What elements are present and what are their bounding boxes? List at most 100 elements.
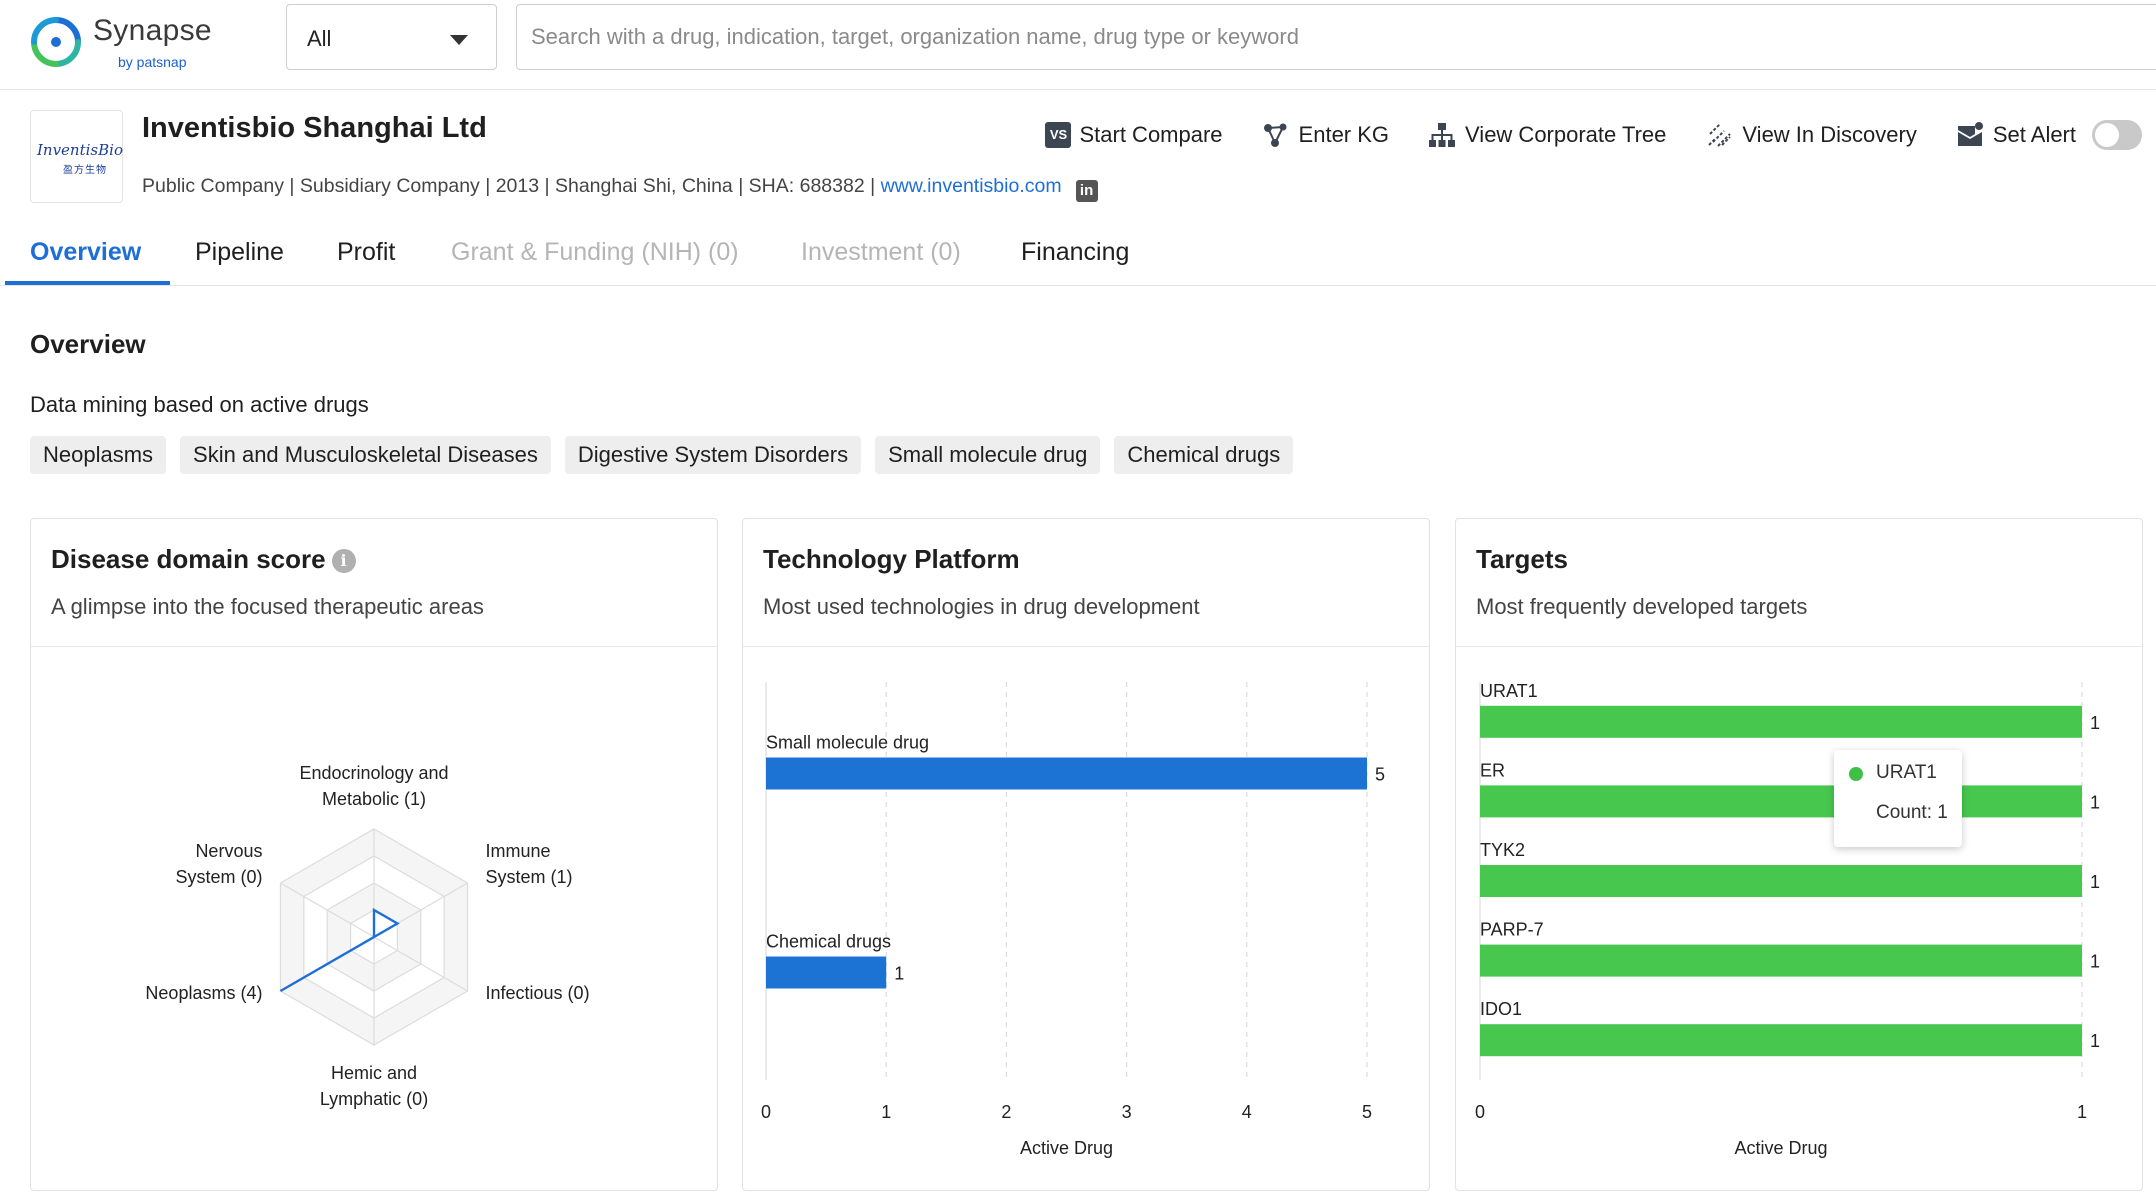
tab-financing[interactable]: Financing bbox=[1021, 238, 1129, 267]
x-tick-label: 2 bbox=[1001, 1102, 1011, 1122]
bar-value-label: 1 bbox=[2090, 713, 2100, 733]
header-actions: VS Start Compare Enter KG View Corporate… bbox=[1045, 118, 2142, 152]
bar-value-label: 1 bbox=[2090, 952, 2100, 972]
tab-profit[interactable]: Profit bbox=[337, 238, 395, 267]
technology-platform-card: Technology Platform Most used technologi… bbox=[742, 518, 1430, 1191]
card-header: Disease domain scorei A glimpse into the… bbox=[31, 519, 717, 647]
radar-axis-label: ImmuneSystem (1) bbox=[486, 841, 573, 887]
enter-kg-button[interactable]: Enter KG bbox=[1261, 120, 1389, 150]
search-scope-value: All bbox=[307, 26, 331, 52]
radar-axis-label-line: Endocrinology and bbox=[299, 763, 448, 783]
enter-kg-label: Enter KG bbox=[1299, 122, 1389, 148]
tab-grant-funding[interactable]: Grant & Funding (NIH) (0) bbox=[451, 238, 739, 267]
company-logo-text: InventisBio bbox=[37, 141, 123, 159]
disease-domain-card: Disease domain scorei A glimpse into the… bbox=[30, 518, 718, 1191]
radar-axis-label: Nervous System (0) bbox=[175, 841, 262, 887]
synapse-logo[interactable]: Synapse by patsnap bbox=[28, 12, 228, 78]
tooltip-count: Count: 1 bbox=[1876, 802, 1948, 824]
start-compare-button[interactable]: VS Start Compare bbox=[1045, 122, 1222, 148]
bar bbox=[766, 957, 886, 989]
logo-sub: by patsnap bbox=[118, 54, 187, 70]
synapse-logo-icon bbox=[28, 14, 84, 70]
radar-axis-label-line: System (0) bbox=[175, 867, 262, 887]
x-tick-label: 3 bbox=[1122, 1102, 1132, 1122]
card-title-text: Disease domain score bbox=[51, 544, 326, 574]
bar-category-label: TYK2 bbox=[1480, 840, 1525, 860]
tag-chip[interactable]: Small molecule drug bbox=[875, 436, 1100, 474]
radar-axis-label: Infectious (0) bbox=[486, 983, 590, 1003]
info-icon[interactable]: i bbox=[332, 549, 356, 573]
bar-category-label: IDO1 bbox=[1480, 999, 1522, 1019]
radar-axis-label-line: Neoplasms (4) bbox=[145, 983, 262, 1003]
view-corporate-tree-label: View Corporate Tree bbox=[1465, 122, 1666, 148]
bar bbox=[766, 758, 1367, 790]
radar-axis-label: Hemic andLymphatic (0) bbox=[320, 1063, 428, 1109]
bar-category-label: Chemical drugs bbox=[766, 932, 891, 952]
bar bbox=[1480, 785, 2082, 817]
x-tick-label: 1 bbox=[881, 1102, 891, 1122]
bar bbox=[1480, 945, 2082, 977]
view-in-discovery-button[interactable]: View In Discovery bbox=[1704, 120, 1916, 150]
bar-category-label: URAT1 bbox=[1480, 681, 1538, 701]
tooltip-count-value: 1 bbox=[1937, 802, 1948, 823]
bar bbox=[1480, 706, 2082, 738]
bar-value-label: 1 bbox=[2090, 792, 2100, 812]
set-alert-label: Set Alert bbox=[1993, 122, 2076, 148]
tooltip-name: URAT1 bbox=[1876, 762, 1937, 784]
set-alert-toggle[interactable] bbox=[2092, 120, 2142, 150]
tab-bar: Overview Pipeline Profit Grant & Funding… bbox=[0, 228, 2156, 286]
view-in-discovery-label: View In Discovery bbox=[1742, 122, 1916, 148]
section-subtitle: Data mining based on active drugs bbox=[30, 392, 369, 418]
radar-axis-label-line: Immune bbox=[486, 841, 551, 861]
x-tick-label: 0 bbox=[1475, 1102, 1485, 1122]
targets-card: Targets Most frequently developed target… bbox=[1455, 518, 2143, 1191]
card-subtitle: Most frequently developed targets bbox=[1476, 594, 1807, 620]
card-subtitle: A glimpse into the focused therapeutic a… bbox=[51, 594, 484, 620]
tag-chip[interactable]: Skin and Musculoskeletal Diseases bbox=[180, 436, 551, 474]
tooltip-count-label: Count: bbox=[1876, 802, 1937, 823]
card-title: Technology Platform bbox=[763, 544, 1020, 575]
linkedin-icon[interactable]: in bbox=[1076, 180, 1098, 202]
search-scope-select[interactable]: All bbox=[286, 4, 497, 70]
corporate-tree-icon bbox=[1427, 120, 1457, 150]
disease-radar-chart[interactable]: Endocrinology andMetabolic (1)ImmuneSyst… bbox=[31, 647, 719, 1192]
radar-axis-label-line: Metabolic (1) bbox=[322, 789, 426, 809]
section-title: Overview bbox=[30, 329, 146, 360]
card-title: Disease domain scorei bbox=[51, 544, 356, 575]
targets-bar-chart[interactable]: 01Active DrugURAT11ER1TYK21PARP-71IDO11 bbox=[1456, 647, 2144, 1192]
start-compare-label: Start Compare bbox=[1079, 122, 1222, 148]
set-alert-control[interactable]: Set Alert bbox=[1955, 120, 2142, 150]
tab-investment[interactable]: Investment (0) bbox=[801, 238, 961, 267]
technology-bar-chart[interactable]: 012345Active DrugSmall molecule drug5Che… bbox=[743, 647, 1431, 1192]
tag-chip[interactable]: Chemical drugs bbox=[1114, 436, 1293, 474]
radar-axis-label: Neoplasms (4) bbox=[145, 983, 262, 1003]
x-tick-label: 0 bbox=[761, 1102, 771, 1122]
knowledge-graph-icon bbox=[1261, 120, 1291, 150]
tag-chip[interactable]: Digestive System Disorders bbox=[565, 436, 861, 474]
bar-value-label: 5 bbox=[1375, 765, 1385, 785]
tag-list: Neoplasms Skin and Musculoskeletal Disea… bbox=[30, 436, 1293, 474]
company-logo: InventisBio 盈方生物 bbox=[30, 110, 123, 203]
logo-name: Synapse bbox=[93, 14, 212, 48]
x-axis-label: Active Drug bbox=[1020, 1138, 1113, 1158]
chart-tooltip: URAT1 Count: 1 bbox=[1834, 750, 1962, 847]
company-website-link[interactable]: www.inventisbio.com bbox=[881, 175, 1062, 197]
radar-axis-label-line: Nervous bbox=[195, 841, 262, 861]
compare-icon: VS bbox=[1045, 122, 1071, 148]
search-input[interactable] bbox=[516, 4, 2156, 70]
x-axis-label: Active Drug bbox=[1734, 1138, 1827, 1158]
company-meta: Public Company | Subsidiary Company | 20… bbox=[142, 175, 1098, 202]
radar-axis-label-line: Hemic and bbox=[331, 1063, 417, 1083]
company-meta-text: Public Company | Subsidiary Company | 20… bbox=[142, 175, 881, 197]
active-tab-indicator bbox=[5, 281, 170, 285]
tag-chip[interactable]: Neoplasms bbox=[30, 436, 166, 474]
view-corporate-tree-button[interactable]: View Corporate Tree bbox=[1427, 120, 1666, 150]
tab-pipeline[interactable]: Pipeline bbox=[195, 238, 284, 267]
caret-down-icon bbox=[450, 35, 468, 45]
tab-overview[interactable]: Overview bbox=[30, 238, 141, 267]
bar-value-label: 1 bbox=[2090, 872, 2100, 892]
top-bar: Synapse by patsnap All bbox=[0, 0, 2156, 90]
bar bbox=[1480, 1024, 2082, 1056]
radar-axis-label: Endocrinology and Metabolic (1) bbox=[299, 763, 448, 809]
bar-category-label: ER bbox=[1480, 760, 1505, 780]
